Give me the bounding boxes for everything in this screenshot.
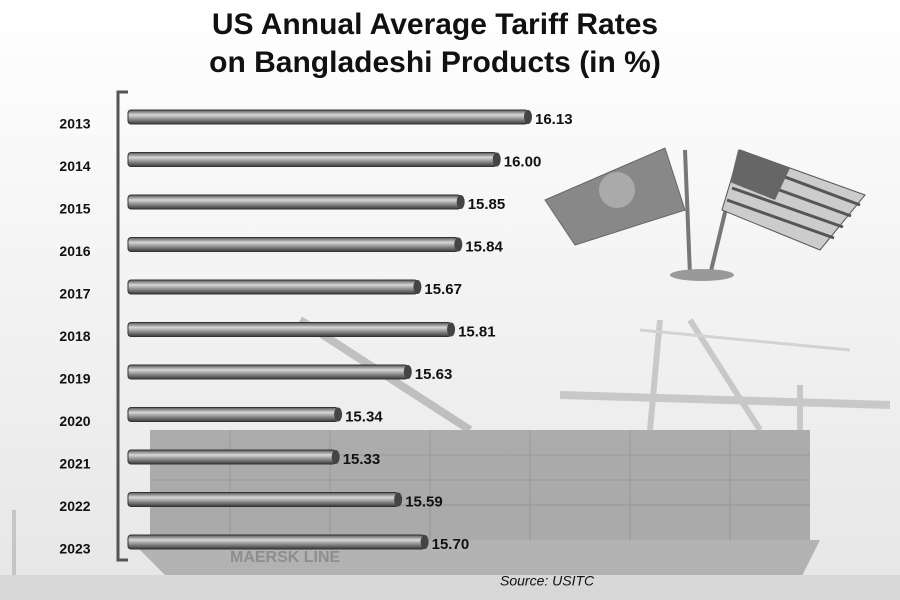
flags	[544, 147, 866, 281]
port-scene: MAERSK LINE	[0, 316, 900, 600]
y-tick-label: 2013	[59, 116, 90, 132]
bar	[127, 364, 409, 380]
source: Source: USITC	[500, 573, 595, 589]
bar-cap	[420, 535, 429, 549]
value-label: 15.33	[343, 451, 381, 468]
y-tick-label: 2020	[59, 413, 90, 429]
y-tick-label: 2016	[59, 243, 90, 259]
bar-cap	[492, 152, 501, 167]
bar	[127, 322, 452, 337]
bar-cap	[456, 195, 465, 209]
bar-cap	[447, 322, 456, 337]
y-tick-label: 2018	[59, 328, 90, 344]
bar	[127, 534, 426, 550]
bar	[127, 194, 462, 210]
bar	[127, 279, 418, 295]
bar	[127, 109, 529, 125]
bar-cap	[403, 365, 412, 379]
chart-title: US Annual Average Tariff Rates on Bangla…	[209, 8, 661, 79]
value-label: 15.70	[432, 536, 470, 553]
svg-text:MAERSK LINE: MAERSK LINE	[230, 549, 341, 566]
value-label: 16.00	[504, 153, 542, 170]
y-tick-label: 2022	[59, 498, 90, 514]
value-label: 15.67	[424, 281, 462, 298]
y-tick-label: 2015	[59, 201, 90, 217]
y-tick-label: 2014	[59, 158, 90, 174]
value-label: 16.13	[535, 111, 573, 128]
value-label: 15.59	[405, 493, 443, 510]
y-tick-label: 2023	[59, 541, 90, 557]
y-tick-label: 2021	[59, 456, 90, 472]
value-label: 15.84	[465, 238, 503, 255]
bar	[127, 407, 339, 422]
value-label: 15.63	[415, 366, 453, 383]
bracket	[116, 90, 128, 562]
bar-cap	[524, 110, 532, 124]
y-tick-label: 2017	[59, 286, 90, 302]
bar-cap	[454, 237, 463, 252]
value-label: 15.81	[458, 323, 496, 340]
value-label: 15.85	[468, 196, 506, 213]
bar-cap	[394, 492, 403, 507]
bar-cap	[334, 407, 343, 422]
bar	[127, 152, 498, 167]
bar-cap	[331, 450, 340, 464]
bar	[127, 492, 399, 507]
bar	[127, 237, 459, 252]
bar	[127, 449, 337, 465]
value-label: 15.34	[345, 408, 383, 425]
bar-cap	[413, 280, 422, 294]
y-tick-label: 2019	[59, 371, 90, 387]
